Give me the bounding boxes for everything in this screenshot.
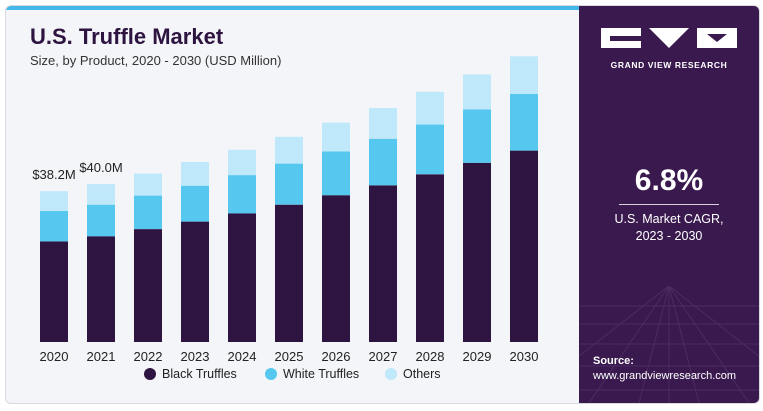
x-tick-label-2027: 2027 bbox=[369, 349, 398, 364]
grid-decoration bbox=[579, 286, 759, 403]
source-label: Source: bbox=[593, 355, 634, 367]
grand-view-research-logo bbox=[601, 28, 737, 48]
bar-white-truffles-2026 bbox=[322, 151, 350, 196]
x-tick-label-2024: 2024 bbox=[228, 349, 257, 364]
x-tick-label-2028: 2028 bbox=[416, 349, 445, 364]
bar-black-truffles-2027 bbox=[369, 185, 397, 342]
bar-white-truffles-2022 bbox=[134, 195, 162, 230]
cagr-label-line1: U.S. Market CAGR, bbox=[614, 212, 724, 226]
bar-black-truffles-2029 bbox=[463, 162, 491, 342]
bar-others-2024 bbox=[228, 149, 256, 176]
x-tick-label-2030: 2030 bbox=[510, 349, 539, 364]
bar-others-2020 bbox=[40, 191, 68, 211]
bar-others-2022 bbox=[134, 173, 162, 196]
bar-others-2021 bbox=[87, 184, 115, 205]
x-tick-label-2026: 2026 bbox=[322, 349, 351, 364]
chart-subtitle: Size, by Product, 2020 - 2030 (USD Milli… bbox=[30, 53, 282, 68]
bar-white-truffles-2020 bbox=[40, 211, 68, 242]
bar-black-truffles-2024 bbox=[228, 213, 256, 342]
bar-white-truffles-2030 bbox=[510, 93, 538, 151]
bar-white-truffles-2028 bbox=[416, 124, 444, 175]
cagr-label: U.S. Market CAGR, 2023 - 2030 bbox=[579, 211, 759, 245]
bar-others-2030 bbox=[510, 56, 538, 94]
legend-swatch-white-truffles bbox=[265, 368, 277, 380]
bar-black-truffles-2021 bbox=[87, 236, 115, 342]
bar-others-2025 bbox=[275, 136, 303, 164]
bar-black-truffles-2022 bbox=[134, 229, 162, 342]
bar-white-truffles-2029 bbox=[463, 109, 491, 163]
summary-panel: GRAND VIEW RESEARCH 6.8% U.S. Market CAG… bbox=[579, 6, 759, 403]
legend-label-white-truffles: White Truffles bbox=[283, 367, 359, 381]
legend-swatch-black-truffles bbox=[144, 368, 156, 380]
bar-others-2027 bbox=[369, 108, 397, 139]
bar-others-2028 bbox=[416, 91, 444, 125]
bar-black-truffles-2026 bbox=[322, 195, 350, 342]
data-label-2021: $40.0M bbox=[79, 160, 122, 175]
accent-line bbox=[6, 6, 579, 10]
chart-title: U.S. Truffle Market bbox=[30, 24, 224, 49]
bar-black-truffles-2028 bbox=[416, 174, 444, 342]
bar-white-truffles-2025 bbox=[275, 163, 303, 205]
x-tick-label-2029: 2029 bbox=[463, 349, 492, 364]
legend-swatch-others bbox=[385, 368, 397, 380]
x-tick-label-2021: 2021 bbox=[87, 349, 116, 364]
bar-black-truffles-2023 bbox=[181, 221, 209, 342]
stacked-bar-chart: 2020 2021 2022 2023 2024 2025 2026 2027 2028 2029… bbox=[32, 56, 539, 381]
source-url[interactable]: www.grandviewresearch.com bbox=[593, 370, 737, 382]
chart-panel: U.S. Truffle Market Size, by Product, 20… bbox=[6, 6, 579, 403]
cagr-label-line2: 2023 - 2030 bbox=[635, 229, 703, 243]
bar-others-2026 bbox=[322, 122, 350, 152]
bar-black-truffles-2025 bbox=[275, 204, 303, 342]
bar-others-2023 bbox=[181, 162, 209, 186]
bar-white-truffles-2024 bbox=[228, 175, 256, 214]
x-tick-label-2023: 2023 bbox=[181, 349, 210, 364]
x-tick-label-2022: 2022 bbox=[134, 349, 163, 364]
x-tick-label-2020: 2020 bbox=[40, 349, 69, 364]
bar-others-2029 bbox=[463, 74, 491, 110]
x-tick-label-2025: 2025 bbox=[275, 349, 304, 364]
infographic-frame: U.S. Truffle Market Size, by Product, 20… bbox=[5, 5, 760, 404]
legend-label-black-truffles: Black Truffles bbox=[162, 367, 237, 381]
bar-black-truffles-2030 bbox=[510, 150, 538, 342]
bar-white-truffles-2027 bbox=[369, 138, 397, 186]
legend-label-others: Others bbox=[403, 367, 441, 381]
cagr-divider bbox=[619, 204, 719, 205]
data-label-2020: $38.2M bbox=[32, 167, 75, 182]
bar-white-truffles-2021 bbox=[87, 204, 115, 237]
bar-black-truffles-2020 bbox=[40, 241, 68, 342]
brand-name: GRAND VIEW RESEARCH bbox=[610, 60, 728, 70]
bar-white-truffles-2023 bbox=[181, 185, 209, 222]
cagr-value: 6.8% bbox=[634, 164, 704, 197]
